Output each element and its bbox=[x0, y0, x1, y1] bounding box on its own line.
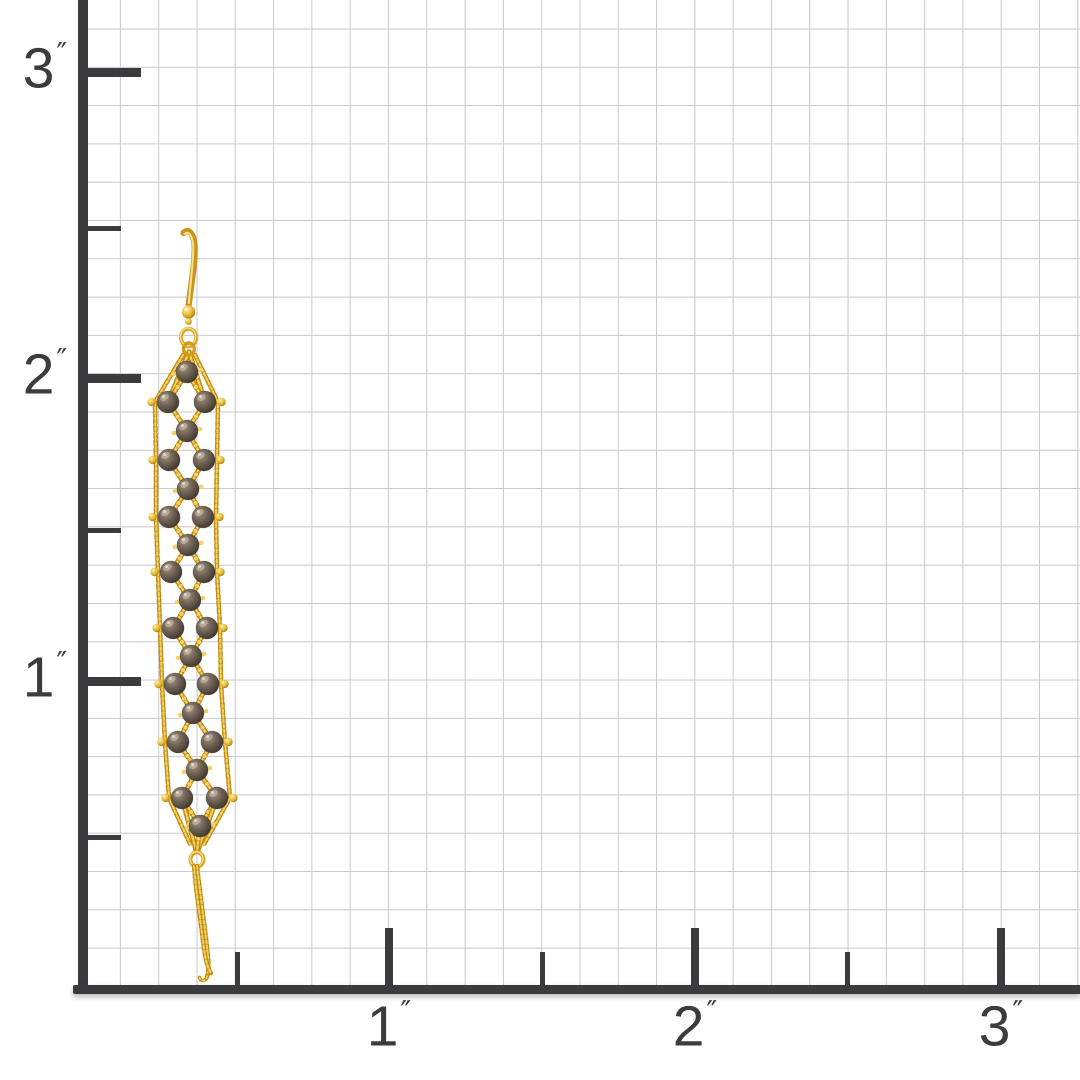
y-axis-major-tick bbox=[88, 373, 141, 383]
inch-mark: ″ bbox=[56, 645, 68, 680]
y-axis-minor-tick bbox=[88, 834, 121, 840]
x-axis-label: 1 ″ bbox=[366, 994, 412, 1059]
y-axis-label: 2 ″ bbox=[22, 342, 68, 407]
x-axis-major-tick bbox=[691, 928, 699, 986]
axis-label-value: 2 bbox=[22, 342, 55, 407]
y-axis-major-tick bbox=[88, 67, 141, 77]
inch-mark: ″ bbox=[706, 994, 718, 1029]
y-axis-minor-tick bbox=[88, 527, 121, 533]
x-axis-label: 3 ″ bbox=[978, 994, 1024, 1059]
y-axis-minor-tick bbox=[88, 225, 121, 231]
x-axis-major-tick bbox=[385, 928, 393, 986]
x-axis-minor-tick bbox=[234, 952, 240, 986]
inch-mark: ″ bbox=[1012, 994, 1024, 1029]
y-axis-label: 1 ″ bbox=[22, 645, 68, 710]
x-axis-minor-tick bbox=[539, 952, 545, 986]
inch-mark: ″ bbox=[56, 342, 68, 377]
axis-label-value: 1 bbox=[366, 994, 399, 1059]
inch-mark: ″ bbox=[400, 994, 412, 1029]
axis-label-value: 3 bbox=[22, 36, 55, 101]
axis-label-value: 2 bbox=[672, 994, 705, 1059]
axis-label-value: 1 bbox=[22, 645, 55, 710]
y-axis-major-tick bbox=[88, 676, 141, 686]
inch-mark: ″ bbox=[56, 36, 68, 71]
x-axis-label: 2 ″ bbox=[672, 994, 718, 1059]
x-axis-minor-tick bbox=[844, 952, 850, 986]
y-axis-label: 3 ″ bbox=[22, 36, 68, 101]
grid-background bbox=[88, 0, 1080, 986]
x-axis-major-tick bbox=[997, 928, 1005, 986]
axis-label-value: 3 bbox=[978, 994, 1011, 1059]
vertical-ruler-bar bbox=[78, 0, 88, 993]
horizontal-ruler-bar bbox=[73, 985, 1080, 994]
